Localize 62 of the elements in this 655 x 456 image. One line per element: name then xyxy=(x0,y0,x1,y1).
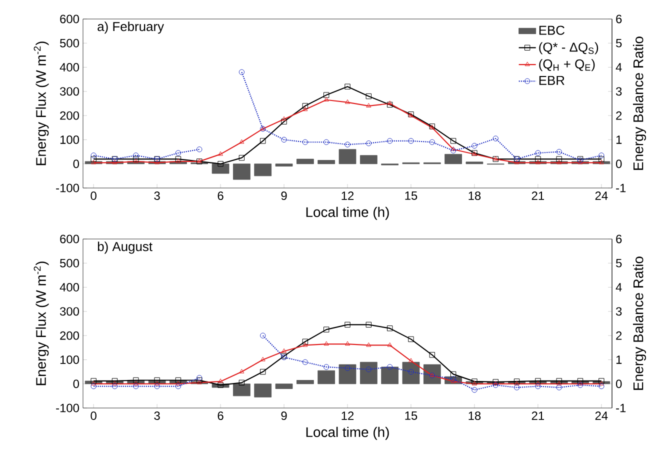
y-tick-label: 200 xyxy=(60,331,80,340)
x-tick-label: 21 xyxy=(532,192,544,200)
x-tick-label: 15 xyxy=(405,412,418,420)
y2-axis-title: Energy Balance Ratio xyxy=(632,256,646,390)
x-tick-label: 6 xyxy=(218,192,224,200)
y-tick-label: 0 xyxy=(73,380,80,388)
y2-tick-label: 3 xyxy=(616,307,622,316)
y-tick-label: 400 xyxy=(60,63,80,72)
x-tick-label: 9 xyxy=(281,412,287,420)
y2-tick-label: 6 xyxy=(616,234,622,244)
y-tick-label: 600 xyxy=(60,14,80,24)
y-tick-label: 300 xyxy=(60,87,80,96)
y-tick-label: 500 xyxy=(60,258,80,268)
x-tick-label: 6 xyxy=(218,412,224,420)
y-tick-label: 200 xyxy=(60,111,80,120)
x-axis-title: Local time (h) xyxy=(306,206,389,220)
y-axis-title: Energy Flux (W m$^{-2}$) xyxy=(34,262,49,386)
y2-tick-label: 4 xyxy=(616,283,622,292)
y-tick-label: 100 xyxy=(60,135,80,144)
y-tick-label: 600 xyxy=(60,234,80,244)
y-tick-label: 500 xyxy=(60,38,80,48)
y2-tick-label: 2 xyxy=(616,331,622,340)
x-tick-label: 21 xyxy=(532,412,544,420)
x-tick-label: 3 xyxy=(154,412,160,420)
y2-tick-label: 2 xyxy=(616,111,622,120)
y-tick-label: 400 xyxy=(60,283,80,292)
y2-axis-title: Energy Balance Ratio xyxy=(632,36,646,170)
chart-title: b) August xyxy=(98,242,152,254)
y2-tick-label: 6 xyxy=(616,14,622,24)
x-tick-label: 0 xyxy=(90,192,96,200)
y2-tick-label: 4 xyxy=(616,63,622,72)
x-tick-label: 12 xyxy=(342,412,354,420)
y2-tick-label: -1 xyxy=(616,184,626,192)
y2-tick-label: -1 xyxy=(616,404,626,412)
x-tick-label: 18 xyxy=(468,192,481,200)
y2-tick-label: 1 xyxy=(616,136,622,144)
y-axis-title: Energy Flux (W m$^{-2}$) xyxy=(34,42,49,166)
y2-tick-label: 3 xyxy=(616,87,622,96)
y-tick-label: 0 xyxy=(73,160,80,168)
y2-tick-label: 1 xyxy=(616,356,622,364)
y-tick-label: -100 xyxy=(56,184,80,192)
x-tick-label: 15 xyxy=(405,192,418,200)
x-tick-label: 9 xyxy=(281,192,287,200)
y-tick-label: -100 xyxy=(56,404,80,412)
x-tick-label: 3 xyxy=(154,192,160,200)
y-tick-label: 300 xyxy=(60,307,80,316)
x-tick-label: 0 xyxy=(90,412,96,420)
x-tick-label: 24 xyxy=(595,192,608,200)
x-tick-label: 18 xyxy=(468,412,481,420)
legend-label: (Q* - ΔQ$_{S}$) xyxy=(539,42,598,54)
x-tick-label: 24 xyxy=(595,412,608,420)
y2-tick-label: 5 xyxy=(616,38,622,48)
y2-tick-label: 5 xyxy=(616,258,622,268)
chart-title: a) February xyxy=(98,22,164,34)
x-tick-label: 12 xyxy=(342,192,354,200)
y2-tick-label: 0 xyxy=(616,160,622,168)
y-tick-label: 100 xyxy=(60,355,80,364)
legend-label: EBR xyxy=(539,76,564,85)
x-axis-title: Local time (h) xyxy=(306,426,389,440)
y2-tick-label: 0 xyxy=(616,380,622,388)
legend-label: EBC xyxy=(539,26,565,35)
legend-label: (Q$_{H}$ + Q$_{E}$) xyxy=(539,59,595,72)
